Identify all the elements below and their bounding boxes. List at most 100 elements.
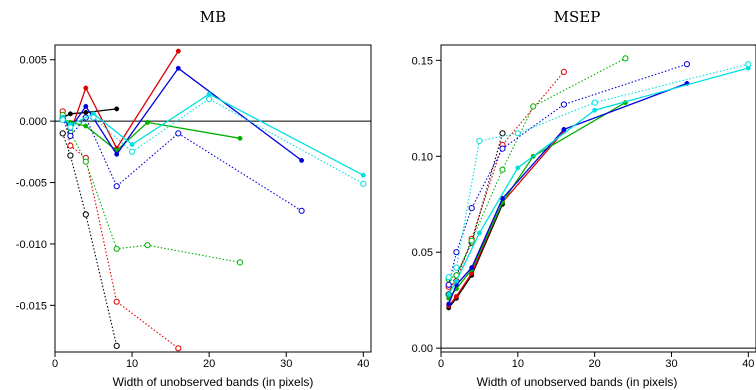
data-point xyxy=(67,111,73,117)
series-group xyxy=(445,55,752,311)
series xyxy=(59,114,305,214)
series-line xyxy=(62,108,117,119)
data-point xyxy=(175,130,182,137)
data-point xyxy=(82,158,89,165)
series-line xyxy=(62,114,241,263)
data-point xyxy=(83,123,89,129)
data-point xyxy=(453,278,459,284)
series-line xyxy=(62,133,118,347)
data-point xyxy=(499,166,506,173)
data-point xyxy=(515,165,521,171)
series xyxy=(446,80,690,307)
data-point xyxy=(499,130,506,137)
data-point xyxy=(67,142,74,149)
data-point xyxy=(175,345,182,352)
series xyxy=(446,128,567,309)
series-line xyxy=(448,67,749,295)
series xyxy=(60,116,243,154)
data-point xyxy=(453,293,459,299)
y-tick-label: -0.010 xyxy=(16,239,47,251)
series xyxy=(59,111,244,266)
series-line xyxy=(62,50,179,150)
data-point xyxy=(445,274,452,281)
data-point xyxy=(129,148,136,155)
data-point xyxy=(113,245,120,252)
data-point xyxy=(360,172,366,178)
data-point xyxy=(446,291,452,297)
data-point xyxy=(745,61,752,68)
data-point xyxy=(560,68,568,76)
chart-msep: MSEP 0 10 20 30 40 0.00 0.05 0.10 0.15 Width of … xyxy=(412,8,756,389)
series-line xyxy=(62,111,179,349)
data-point xyxy=(129,142,135,147)
x-tick-label: 0 xyxy=(52,358,58,370)
chart-title: MSEP xyxy=(554,8,601,26)
y-tick-label: 0.00 xyxy=(412,343,433,355)
series-line xyxy=(62,98,364,185)
x-tick-label: 20 xyxy=(203,358,215,370)
series xyxy=(446,100,628,301)
series-line xyxy=(62,116,302,212)
y-tick-label: 0.15 xyxy=(412,55,433,67)
data-point xyxy=(236,259,244,266)
data-point xyxy=(67,124,74,131)
y-tick-label: 0.05 xyxy=(412,247,433,259)
data-point xyxy=(237,135,243,141)
data-point xyxy=(468,205,475,212)
data-point xyxy=(622,55,629,62)
x-tick-label: 0 xyxy=(438,358,444,370)
x-tick-label: 40 xyxy=(742,358,754,370)
series xyxy=(60,65,305,163)
series xyxy=(445,61,752,281)
axes: 0 10 20 30 40 -0.015 -0.010 -0.005 0.000 0.005 xyxy=(16,55,371,370)
data-point xyxy=(453,264,460,271)
data-point xyxy=(469,265,475,271)
data-point xyxy=(59,116,66,124)
data-point xyxy=(446,301,452,307)
data-point xyxy=(175,48,181,54)
data-point xyxy=(445,281,452,288)
x-axis-label: Width of unobserved bands (in pixels) xyxy=(113,375,314,389)
series-group xyxy=(59,48,367,352)
x-axis-label: Width of unobserved bands (in pixels) xyxy=(477,375,678,389)
data-point xyxy=(145,119,150,125)
x-tick-label: 10 xyxy=(512,358,524,370)
data-point xyxy=(206,91,212,97)
data-point xyxy=(560,101,568,108)
axes: 0 10 20 30 40 0.00 0.05 0.10 0.15 xyxy=(412,55,756,370)
data-point xyxy=(113,183,120,190)
series xyxy=(60,91,366,178)
series-line xyxy=(448,82,688,305)
plot-frame xyxy=(54,44,372,353)
y-tick-label: 0.10 xyxy=(412,151,433,163)
series xyxy=(445,61,691,288)
data-point xyxy=(113,298,120,305)
chart-mb: MB 0 10 20 30 40 -0.015 -0.010 -0.005 0.000 0.005… xyxy=(16,8,372,389)
data-point xyxy=(59,130,66,137)
data-point xyxy=(476,230,482,236)
data-point xyxy=(299,157,305,163)
data-point xyxy=(114,151,120,157)
data-point xyxy=(476,137,483,144)
series xyxy=(59,95,367,187)
series-line xyxy=(448,130,565,307)
series xyxy=(445,68,568,290)
data-point xyxy=(453,249,460,256)
y-tick-label: -0.005 xyxy=(16,178,47,190)
data-point xyxy=(113,342,120,349)
data-point xyxy=(514,130,521,137)
data-point xyxy=(360,180,367,187)
data-point xyxy=(83,110,89,115)
x-tick-label: 20 xyxy=(589,358,601,370)
data-point xyxy=(530,103,537,110)
data-point xyxy=(468,237,475,244)
data-point xyxy=(114,106,120,112)
series xyxy=(59,108,182,352)
series-line xyxy=(62,93,364,176)
data-point xyxy=(591,99,598,106)
data-point xyxy=(561,126,567,132)
x-tick-label: 30 xyxy=(280,358,292,370)
x-tick-label: 30 xyxy=(665,358,677,370)
data-point xyxy=(592,107,598,113)
